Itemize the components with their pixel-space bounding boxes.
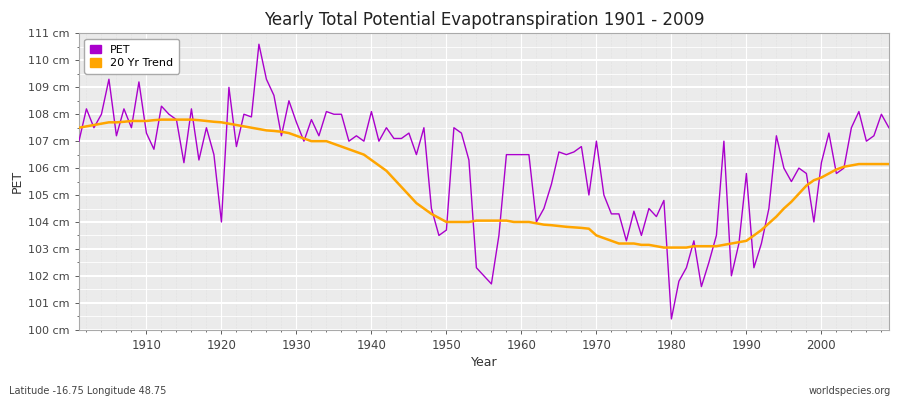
Legend: PET, 20 Yr Trend: PET, 20 Yr Trend bbox=[85, 39, 179, 74]
Line: PET: PET bbox=[79, 44, 889, 319]
PET bbox=[516, 152, 526, 157]
20 Yr Trend bbox=[306, 139, 317, 144]
PET bbox=[74, 139, 85, 144]
PET bbox=[306, 117, 317, 122]
20 Yr Trend bbox=[614, 241, 625, 246]
20 Yr Trend bbox=[524, 220, 535, 224]
20 Yr Trend bbox=[516, 220, 526, 224]
20 Yr Trend bbox=[133, 118, 144, 123]
Text: worldspecies.org: worldspecies.org bbox=[809, 386, 891, 396]
Line: 20 Yr Trend: 20 Yr Trend bbox=[79, 120, 889, 248]
PET bbox=[524, 152, 535, 157]
PET bbox=[133, 80, 144, 84]
Title: Yearly Total Potential Evapotranspiration 1901 - 2009: Yearly Total Potential Evapotranspiratio… bbox=[264, 11, 704, 29]
PET bbox=[666, 316, 677, 321]
Text: Latitude -16.75 Longitude 48.75: Latitude -16.75 Longitude 48.75 bbox=[9, 386, 166, 396]
X-axis label: Year: Year bbox=[471, 356, 497, 369]
20 Yr Trend bbox=[156, 117, 166, 122]
PET bbox=[614, 212, 625, 216]
PET bbox=[351, 133, 362, 138]
20 Yr Trend bbox=[659, 245, 670, 250]
20 Yr Trend bbox=[74, 125, 85, 130]
Y-axis label: PET: PET bbox=[11, 170, 24, 193]
PET bbox=[884, 125, 895, 130]
20 Yr Trend bbox=[884, 162, 895, 166]
PET bbox=[254, 42, 265, 47]
20 Yr Trend bbox=[351, 150, 362, 154]
